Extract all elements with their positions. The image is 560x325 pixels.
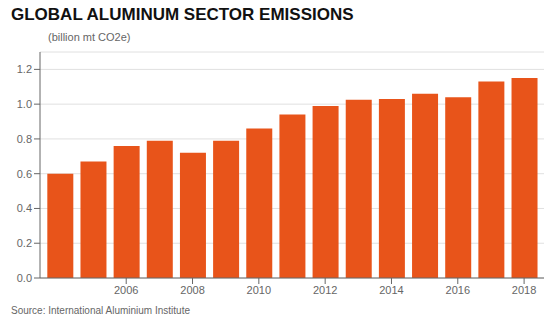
- svg-text:2012: 2012: [313, 284, 337, 296]
- svg-text:2008: 2008: [180, 284, 204, 296]
- svg-text:0.0: 0.0: [17, 272, 32, 284]
- html-text:GLOBAL ALUMINUM SECTOR EMISSIO: GLOBAL ALUMINUM SECTOR EMISSIONS: [11, 5, 354, 24]
- svg-text:2016: 2016: [446, 284, 470, 296]
- svg-text:0.8: 0.8: [17, 133, 32, 145]
- svg-text:0.4: 0.4: [17, 202, 32, 214]
- svg-text:2014: 2014: [379, 284, 403, 296]
- svg-text:0.6: 0.6: [17, 168, 32, 180]
- svg-text:1.2: 1.2: [17, 63, 32, 75]
- svg-text:2010: 2010: [247, 284, 271, 296]
- svg-text:1.0: 1.0: [17, 98, 32, 110]
- svg-text:2006: 2006: [114, 284, 138, 296]
- html-text:(billion mt CO2e): (billion mt CO2e): [48, 31, 131, 43]
- html-text:Source: International Aluminiu: Source: International Aluminium Institut…: [11, 305, 190, 316]
- svg-text:0.2: 0.2: [17, 237, 32, 249]
- svg-text:2018: 2018: [512, 284, 536, 296]
